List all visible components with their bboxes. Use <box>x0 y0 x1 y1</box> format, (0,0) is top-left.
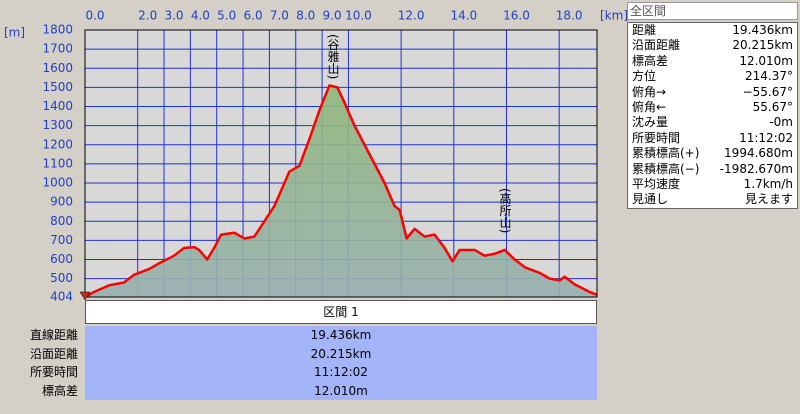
y-tick-label: 1800 <box>42 23 73 37</box>
y-tick-label: 1500 <box>42 80 73 94</box>
panel-row: 標高差 12.010m <box>628 54 797 69</box>
peak-label: (谷雅山) <box>326 34 340 79</box>
summary-panel: 全区間 距離 19.436km 沿面距離 20.215km 標高差 12.010m 方位 21… <box>627 2 798 209</box>
x-tick-label: 18.0 <box>556 9 583 23</box>
panel-label: 沈み量 <box>632 115 669 130</box>
y-unit: [m] <box>4 26 25 40</box>
start-marker <box>79 291 91 301</box>
y-tick-label: 404 <box>50 290 73 304</box>
section-body: 19.436km 20.215km 11:12:02 12.010m <box>85 326 597 400</box>
panel-label: 所要時間 <box>632 130 681 145</box>
panel-value: 1994.680m <box>724 146 793 161</box>
area-fill <box>85 85 597 298</box>
panel-value: -1982.670m <box>719 161 793 176</box>
x-tick-label: 0.0 <box>85 9 104 23</box>
section-panel: 区間 1 19.436km 20.215km 11:12:02 12.010m <box>85 300 597 400</box>
y-tick-label: 1600 <box>42 61 73 75</box>
panel-label: 平均速度 <box>632 176 681 191</box>
y-tick-label: 800 <box>50 214 73 228</box>
panel-value: 55.67° <box>752 99 793 114</box>
peak-label: (高所山) <box>498 188 512 233</box>
y-tick-label: 600 <box>50 252 73 266</box>
panel-row: 方位 214.37° <box>628 69 797 84</box>
section-label: 所要時間 <box>29 365 78 379</box>
x-tick-label: 5.0 <box>217 9 236 23</box>
panel-value: -0m <box>769 115 793 130</box>
x-tick-label: 6.0 <box>244 9 263 23</box>
panel-row: 累積標高(+) 1994.680m <box>628 146 797 161</box>
panel-label: 距離 <box>632 23 657 37</box>
panel-value: 見えます <box>744 192 793 207</box>
panel-value: −55.67° <box>742 84 793 99</box>
panel-row: 俯角← 55.67° <box>628 100 797 115</box>
panel-value: 1.7km/h <box>743 176 793 191</box>
x-tick-label: 14.0 <box>450 9 477 23</box>
section-value: 19.436km <box>310 328 372 342</box>
y-tick-label: 700 <box>50 233 73 247</box>
section-value: 11:12:02 <box>314 365 368 379</box>
panel-row: 累積標高(−) -1982.670m <box>628 162 797 177</box>
panel-row: 所要時間 11:12:02 <box>628 131 797 146</box>
x-tick-label: 3.0 <box>164 9 183 23</box>
panel-body: 距離 19.436km 沿面距離 20.215km 標高差 12.010m 方位 214.37… <box>627 22 798 209</box>
y-tick-label: 1200 <box>42 137 73 151</box>
y-tick-label: 1700 <box>42 42 73 56</box>
panel-row: 沿面距離 20.215km <box>628 38 797 53</box>
panel-value: 19.436km <box>732 23 793 37</box>
panel-value: 214.37° <box>745 69 793 84</box>
y-tick-label: 900 <box>50 195 73 209</box>
x-tick-label: 12.0 <box>398 9 425 23</box>
panel-label: 俯角← <box>632 99 667 114</box>
section-label: 標高差 <box>41 383 78 398</box>
x-tick-label: 7.0 <box>270 9 289 23</box>
panel-label: 標高差 <box>632 53 669 68</box>
section-label: 直線距離 <box>29 328 78 342</box>
x-tick-label: 8.0 <box>296 9 315 23</box>
panel-value: 11:12:02 <box>739 130 793 145</box>
panel-label: 沿面距離 <box>632 38 681 53</box>
section-title[interactable]: 区間 1 <box>85 300 597 324</box>
x-tick-label: 10.0 <box>345 9 372 23</box>
panel-label: 見通し <box>632 192 669 207</box>
x-tick-label: 4.0 <box>191 9 210 23</box>
section-value: 20.215km <box>310 346 372 361</box>
panel-label: 俯角→ <box>632 84 667 99</box>
plot-border <box>84 29 598 298</box>
x-unit: [km] <box>600 9 628 23</box>
panel-value: 12.010m <box>739 53 793 68</box>
profile-line <box>84 84 598 299</box>
section-label: 沿面距離 <box>29 346 78 361</box>
panel-row: 平均速度 1.7km/h <box>628 177 797 192</box>
panel-value: 20.215km <box>732 38 793 53</box>
panel-label: 累積標高(+) <box>632 146 700 161</box>
panel-label: 方位 <box>632 69 657 84</box>
panel-row: 見通し 見えます <box>628 192 797 207</box>
panel-row: 俯角→ −55.67° <box>628 85 797 100</box>
y-tick-label: 1000 <box>42 176 73 190</box>
y-tick-label: 1300 <box>42 118 73 132</box>
x-tick-label: 9.0 <box>323 9 342 23</box>
panel-label: 累積標高(−) <box>632 161 700 176</box>
panel-row: 距離 19.436km <box>628 23 797 38</box>
y-tick-label: 1100 <box>42 156 73 170</box>
y-tick-label: 1400 <box>42 99 73 113</box>
x-tick-label: 16.0 <box>503 9 530 23</box>
section-value: 12.010m <box>314 383 368 398</box>
x-tick-label: 2.0 <box>138 9 157 23</box>
y-tick-label: 500 <box>50 271 73 285</box>
panel-title: 全区間 <box>627 2 798 20</box>
panel-row: 沈み量 -0m <box>628 115 797 130</box>
